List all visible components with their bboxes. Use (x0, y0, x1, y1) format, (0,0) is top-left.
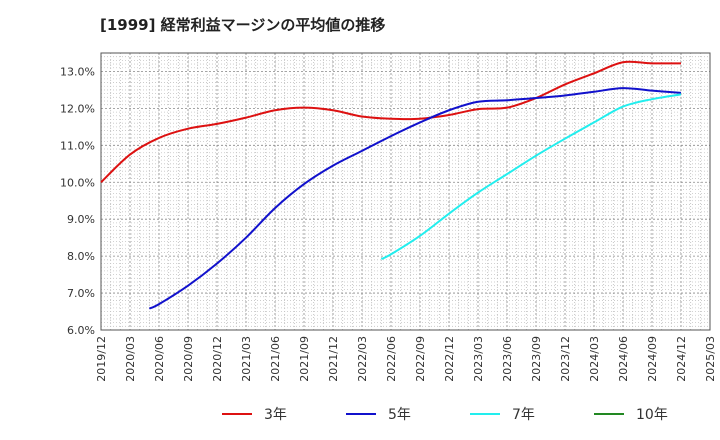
series-line-5年 (148, 87, 682, 310)
series-lines (100, 60, 682, 310)
y-tick-label: 13.0% (60, 65, 95, 78)
x-tick-label: 2020/03 (124, 336, 137, 382)
x-tick-label: 2022/03 (356, 336, 369, 382)
series-line-3年 (100, 60, 682, 183)
x-tick-label: 2020/12 (211, 336, 224, 382)
x-axis-ticks: 2019/12 2020/03 2020/06 2020/09 2020/12 2021/… (95, 336, 717, 382)
x-tick-label: 2021/09 (298, 336, 311, 382)
x-tick-label: 2019/12 (95, 336, 108, 382)
y-tick-label: 6.0% (67, 324, 95, 337)
y-tick-label: 9.0% (67, 213, 95, 226)
x-tick-label: 2024/03 (588, 336, 601, 382)
x-tick-label: 2022/06 (385, 336, 398, 382)
x-tick-label: 2021/12 (327, 336, 340, 382)
y-tick-label: 8.0% (67, 250, 95, 263)
legend-label: 5年 (388, 407, 411, 423)
legend-label: 7年 (512, 407, 535, 423)
y-tick-label: 7.0% (67, 287, 95, 300)
x-tick-label: 2024/09 (646, 336, 659, 382)
x-tick-label: 2023/06 (501, 336, 514, 382)
x-tick-label: 2022/12 (443, 336, 456, 382)
x-tick-label: 2023/12 (559, 336, 572, 382)
x-tick-label: 2025/03 (704, 336, 717, 382)
x-tick-label: 2024/12 (675, 336, 688, 382)
series-line-7年 (380, 93, 682, 260)
legend-label: 10年 (636, 407, 668, 423)
grid-lines (101, 53, 710, 330)
legend-label: 3年 (264, 407, 287, 423)
x-tick-label: 2024/06 (617, 336, 630, 382)
x-tick-label: 2022/09 (414, 336, 427, 382)
y-tick-label: 10.0% (60, 176, 95, 189)
x-tick-label: 2023/03 (472, 336, 485, 382)
x-tick-label: 2020/06 (153, 336, 166, 382)
x-tick-label: 2023/09 (530, 336, 543, 382)
legend: 3年 5年 7年 10年 (222, 407, 668, 423)
y-tick-label: 12.0% (60, 102, 95, 115)
x-tick-label: 2021/03 (240, 336, 253, 382)
chart-title: [1999] 経常利益マージンの平均値の推移 (100, 16, 386, 34)
y-axis-ticks: 6.0% 7.0% 8.0% 9.0% 10.0% 11.0% 12.0% 13.0% (60, 65, 95, 337)
y-tick-label: 11.0% (60, 139, 95, 152)
x-tick-label: 2021/06 (269, 336, 282, 382)
x-tick-label: 2020/09 (182, 336, 195, 382)
plot-area-frame (100, 52, 711, 331)
